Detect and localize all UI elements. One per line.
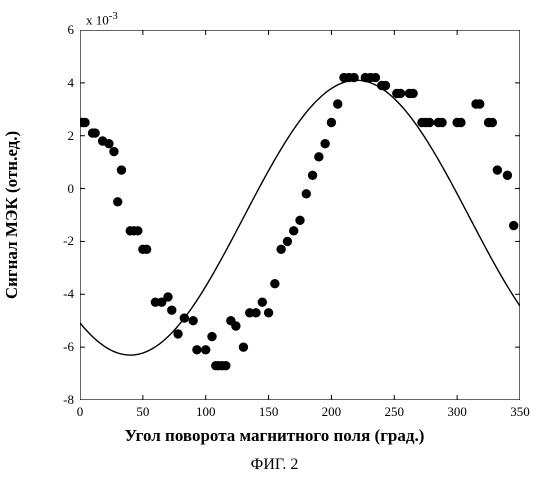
y-axis-label-text: Сигнал МЭК (отн.ед.) bbox=[2, 131, 22, 299]
y-tick-label: 4 bbox=[52, 75, 74, 91]
exponent-base: x 10 bbox=[86, 12, 109, 27]
figure-container: Сигнал МЭК (отн.ед.) x 10-3 Угол поворот… bbox=[0, 0, 549, 500]
y-tick-label: -2 bbox=[52, 233, 74, 249]
y-tick-label: -4 bbox=[52, 286, 74, 302]
x-tick-label: 150 bbox=[259, 404, 279, 420]
y-axis-label: Сигнал МЭК (отн.ед.) bbox=[0, 0, 24, 430]
y-tick-label: 0 bbox=[52, 181, 74, 197]
x-tick-label: 50 bbox=[136, 404, 149, 420]
exponent-label: x 10-3 bbox=[86, 10, 118, 28]
figure-caption: ФИГ. 2 bbox=[0, 456, 549, 474]
plot-svg bbox=[80, 30, 520, 400]
x-tick-label: 0 bbox=[77, 404, 84, 420]
y-tick-label: 2 bbox=[52, 128, 74, 144]
y-tick-label: 6 bbox=[52, 22, 74, 38]
x-tick-label: 200 bbox=[322, 404, 342, 420]
x-tick-label: 350 bbox=[510, 404, 530, 420]
exponent-sup: -3 bbox=[109, 10, 118, 22]
x-tick-label: 250 bbox=[385, 404, 405, 420]
y-tick-label: -8 bbox=[52, 392, 74, 408]
x-tick-label: 100 bbox=[196, 404, 216, 420]
x-tick-label: 300 bbox=[447, 404, 467, 420]
y-tick-label: -6 bbox=[52, 339, 74, 355]
x-axis-label: Угол поворота магнитного поля (град.) bbox=[0, 426, 549, 446]
